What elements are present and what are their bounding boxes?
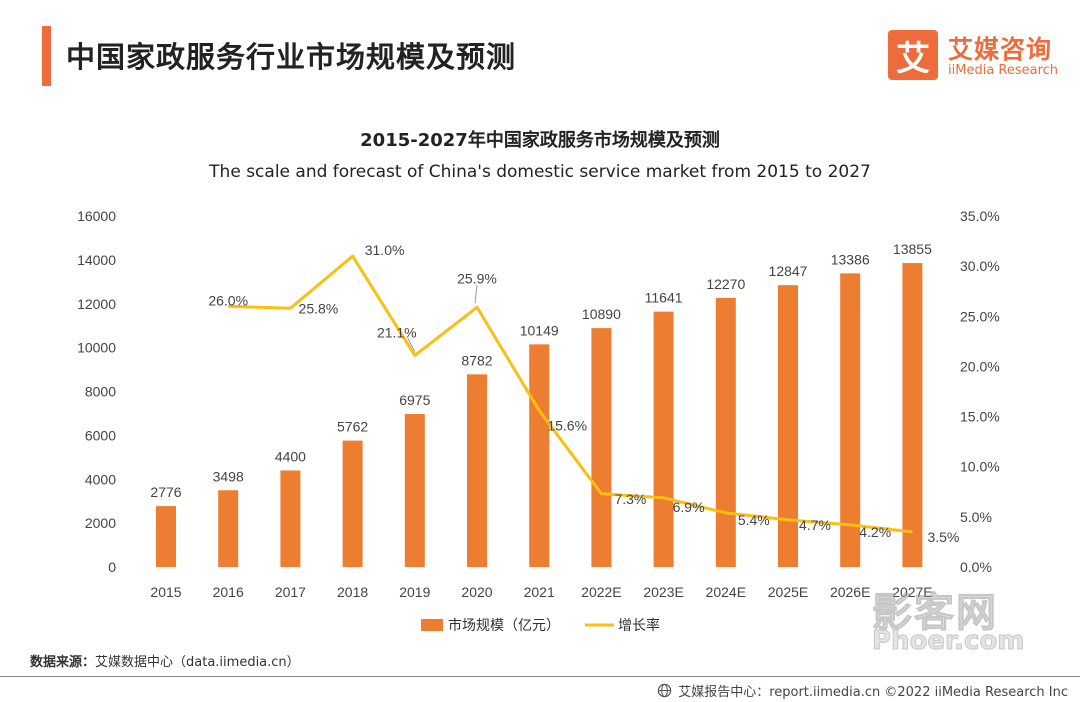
y-left-tick-label: 8000 [85,384,116,400]
watermark-en: Phoer.com [871,626,1025,657]
watermark: 影客网 Phoer.com [866,580,1066,660]
footer-text: 艾媒报告中心：report.iimedia.cn ©2022 iiMedia R… [678,685,1068,700]
legend-bar-label: 市场规模（亿元） [448,617,560,633]
x-tick-label: 2017 [275,584,306,600]
bar-2023E [653,311,674,567]
growth-value-label: 3.5% [927,529,959,545]
growth-value-label: 7.3% [614,491,646,507]
bar-2021 [529,344,550,567]
growth-value-label: 6.9% [673,499,705,515]
bar-value-label: 5762 [337,419,368,435]
bar-2015 [156,506,176,567]
y-right-tick-label: 25.0% [960,308,1000,324]
x-tick-label: 2020 [461,584,492,600]
x-tick-label: 2022E [581,584,621,600]
growth-value-label: 25.9% [457,270,497,286]
bar-2027E [902,263,923,567]
bar-value-label: 13386 [831,251,870,267]
growth-value-label: 15.6% [547,418,587,434]
y-right-tick-label: 5.0% [960,509,992,525]
bar-2020 [467,374,487,567]
y-right-tick-label: 30.0% [960,258,1000,274]
y-left-tick-label: 4000 [85,471,116,487]
growth-value-label: 21.1% [377,324,417,340]
market-size-chart: 0 2000 4000 6000 8000 10000 12000 14000 16000 0.0… [77,208,1000,633]
logo-text-en: iiMedia Research [948,63,1059,78]
bar-2025E [778,285,798,567]
bar-2016 [218,490,239,567]
footer-divider [0,676,1080,677]
x-tick-label: 2027E [892,584,932,600]
growth-rate-line [228,254,913,534]
bar-value-label: 11641 [645,290,683,306]
x-tick-label: 2026E [830,584,870,600]
y-left-tick-label: 16000 [77,208,116,224]
title-accent-bar [42,26,51,86]
growth-value-label: 5.4% [738,512,770,528]
bar-value-label: 6975 [399,392,430,408]
y-right-tick-label: 35.0% [960,208,1000,224]
y-left-tick-label: 10000 [77,340,116,356]
bar-value-label: 12847 [769,263,808,279]
bar-2024E [715,297,736,567]
y-left-tick-label: 14000 [77,252,116,268]
logo-mark: 艾 [888,30,938,80]
bar-2026E [840,273,861,567]
bar-value-label: 8782 [461,352,492,368]
legend-line-label: 增长率 [618,617,660,633]
bar-2017 [280,470,301,567]
y-right-tick-label: 0.0% [960,559,992,575]
x-tick-label: 2024E [706,584,746,600]
bar-value-label: 3498 [213,468,244,484]
bar-value-label: 2776 [150,484,181,500]
bar-2022E [591,328,612,567]
growth-value-label: 4.2% [859,524,891,540]
x-tick-label: 2016 [213,584,244,600]
bar-value-label: 10149 [520,322,559,338]
bar-2018 [342,440,363,567]
growth-value-label: 26.0% [208,292,248,308]
growth-value-label: 4.7% [799,517,831,533]
y-right-tick-label: 20.0% [960,358,1000,374]
bar-value-label: 13855 [893,241,932,257]
globe-icon [657,683,672,698]
chart-title: 2015-2027年中国家政服务市场规模及预测 [360,130,720,151]
chart-subtitle: The scale and forecast of China's domest… [209,162,871,182]
bar-value-label: 4400 [275,448,306,464]
page-title: 中国家政服务行业市场规模及预测 [66,40,517,74]
data-source-value: 艾媒数据中心（data.iimedia.cn） [95,655,300,670]
x-tick-label: 2021 [524,584,555,600]
data-source-label: 数据来源： [30,655,96,670]
x-tick-label: 2019 [399,584,430,600]
bar-2019 [404,413,425,567]
bar-value-label: 10890 [582,306,621,322]
bar-value-label: 12270 [706,276,745,292]
x-tick-label: 2023E [643,584,683,600]
y-right-tick-label: 10.0% [960,459,1000,475]
y-left-tick-label: 0 [108,559,116,575]
logo-text-cn: 艾媒咨询 [948,35,1053,64]
data-source: 数据来源：艾媒数据中心（data.iimedia.cn） [30,651,300,670]
y-left-tick-label: 6000 [85,427,116,443]
label-leader-line [474,285,478,304]
footer: 艾媒报告中心：report.iimedia.cn ©2022 iiMedia R… [657,681,1068,700]
growth-value-label: 31.0% [365,242,405,258]
y-left-tick-label: 12000 [77,296,116,312]
watermark-cn: 影客网 [872,590,998,637]
iimedia-logo: 艾 艾媒咨询 iiMedia Research [888,30,1068,82]
x-tick-label: 2025E [768,584,808,600]
label-leader-line [407,338,416,352]
growth-value-label: 25.8% [299,300,339,316]
y-left-tick-label: 2000 [85,515,116,531]
x-tick-label: 2015 [150,584,181,600]
legend-bar-swatch [421,619,443,631]
y-right-tick-label: 15.0% [960,409,1000,425]
x-tick-label: 2018 [337,584,368,600]
